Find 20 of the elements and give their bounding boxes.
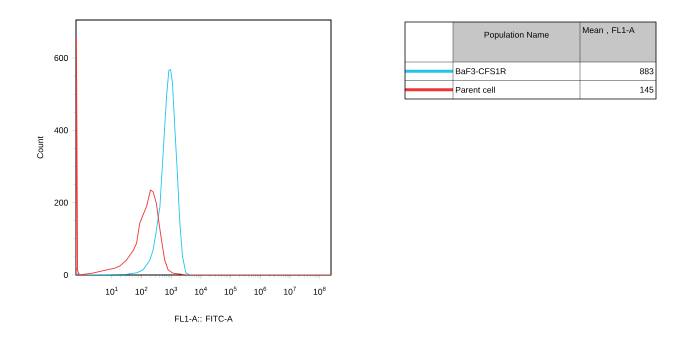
text: 145 [640, 86, 654, 93]
x-tick-label: 10$^{4}$ [194, 286, 207, 295]
y-tick-label: 200 [54, 200, 68, 206]
x-tick-label: 10$^{7}$ [284, 286, 296, 295]
x-axis-title: FL1-A:: FITC-A [175, 316, 233, 322]
x-tick-label: 10$^{1}$ [106, 286, 118, 295]
y-tick-label: 0 [64, 272, 68, 278]
x-tick-label: 10$^{8}$ [314, 286, 326, 295]
x-tick-label: 10$^{5}$ [224, 286, 237, 295]
x-tick-label: 10$^{6}$ [254, 286, 266, 295]
x-tick-label: 10$^{3}$ [165, 286, 178, 295]
text: Mean , FL1-A [582, 27, 635, 34]
x-tick-label: 10$^{2}$ [136, 286, 148, 295]
text: Population Name [484, 32, 549, 40]
text: BaF3-CFS1R [456, 68, 506, 74]
y-tick-label: 400 [54, 127, 68, 134]
text: 883 [640, 68, 654, 74]
text: Parent cell [456, 86, 495, 93]
y-axis-title: Count [37, 136, 44, 158]
y-tick-label: 600 [54, 54, 68, 61]
